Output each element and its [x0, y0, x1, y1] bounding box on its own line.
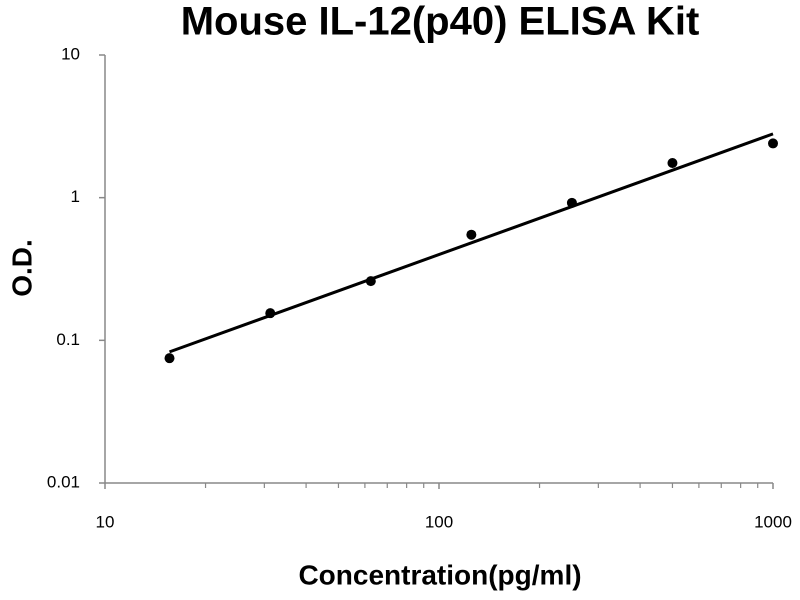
x-tick-label: 1000	[754, 512, 792, 531]
data-point	[164, 353, 175, 364]
data-point	[566, 197, 577, 208]
y-tick-label: 0.01	[47, 472, 80, 491]
y-tick-label: 10	[61, 44, 80, 63]
chart-title: Mouse IL-12(p40) ELISA Kit	[181, 0, 700, 44]
data-point	[265, 308, 276, 319]
data-point	[768, 138, 778, 149]
data-point	[466, 229, 477, 240]
y-tick-label: 1	[71, 187, 80, 206]
x-tick-label: 10	[96, 512, 115, 531]
trend-line	[168, 132, 774, 354]
data-point	[365, 276, 376, 287]
y-axis-label: O.D.	[6, 239, 37, 297]
data-point	[667, 157, 678, 168]
y-tick-label: 0.1	[56, 330, 80, 349]
x-tick-label: 100	[425, 512, 453, 531]
x-axis-label: Concentration(pg/ml)	[298, 559, 581, 590]
